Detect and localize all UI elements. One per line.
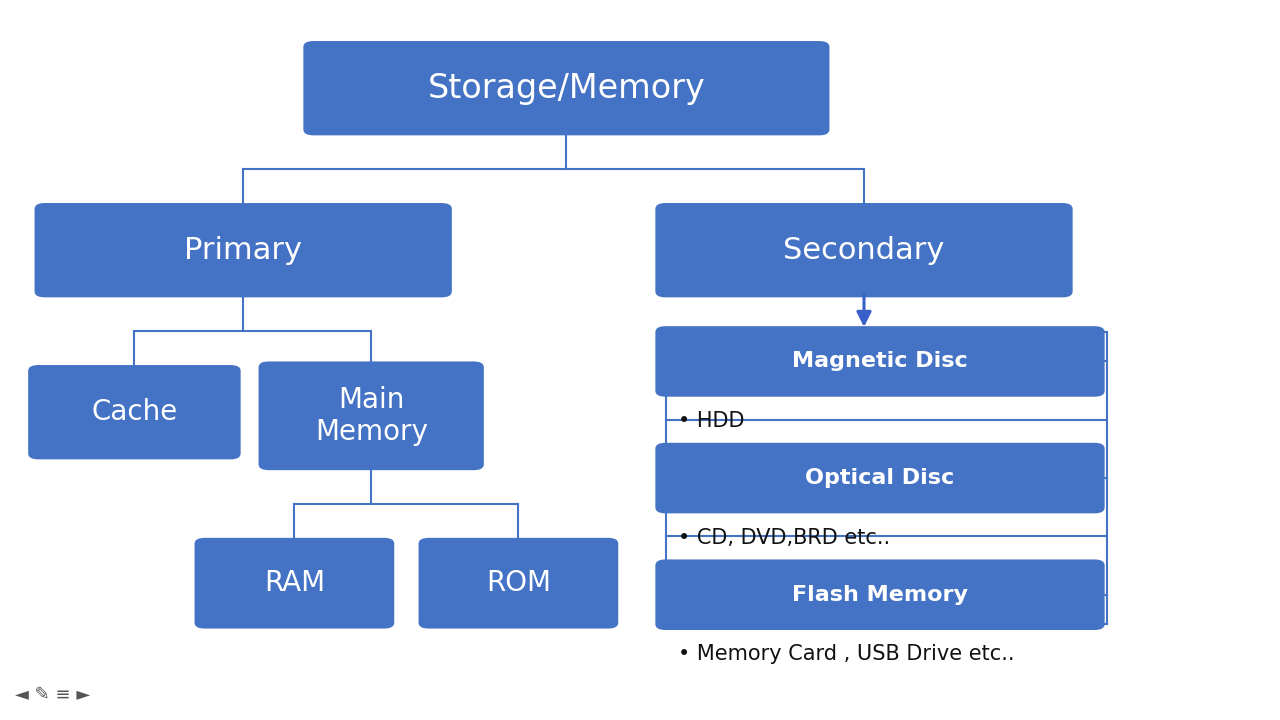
FancyBboxPatch shape — [655, 203, 1073, 297]
Text: Flash Memory: Flash Memory — [792, 585, 968, 605]
FancyBboxPatch shape — [419, 538, 618, 629]
Text: • HDD: • HDD — [678, 411, 745, 431]
Text: • CD, DVD,BRD etc..: • CD, DVD,BRD etc.. — [678, 528, 891, 548]
FancyBboxPatch shape — [655, 443, 1105, 513]
Text: Secondary: Secondary — [783, 235, 945, 265]
FancyBboxPatch shape — [28, 365, 241, 459]
Text: Magnetic Disc: Magnetic Disc — [792, 351, 968, 372]
FancyBboxPatch shape — [655, 559, 1105, 630]
Text: Optical Disc: Optical Disc — [805, 468, 955, 488]
Text: Storage/Memory: Storage/Memory — [428, 72, 705, 104]
FancyBboxPatch shape — [35, 203, 452, 297]
Text: Primary: Primary — [184, 235, 302, 265]
Text: Cache: Cache — [91, 398, 178, 426]
Text: ◄ ✎ ≡ ►: ◄ ✎ ≡ ► — [15, 685, 91, 704]
Text: ROM: ROM — [486, 570, 550, 597]
FancyBboxPatch shape — [195, 538, 394, 629]
Text: RAM: RAM — [264, 570, 325, 597]
FancyBboxPatch shape — [655, 326, 1105, 397]
Text: Main
Memory: Main Memory — [315, 386, 428, 446]
FancyBboxPatch shape — [259, 361, 484, 470]
FancyBboxPatch shape — [303, 41, 829, 135]
Text: • Memory Card , USB Drive etc..: • Memory Card , USB Drive etc.. — [678, 644, 1015, 665]
